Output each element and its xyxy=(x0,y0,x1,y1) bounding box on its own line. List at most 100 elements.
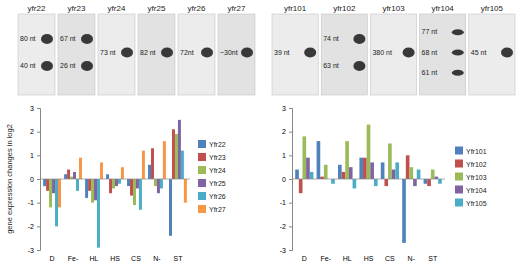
bar xyxy=(345,141,349,179)
bar xyxy=(94,179,97,200)
bar xyxy=(381,162,385,179)
bar xyxy=(58,179,61,207)
band-size-label: 73 nt xyxy=(100,49,116,56)
bar xyxy=(112,179,115,188)
x-axis: DFe-HLHSCSN-ST xyxy=(50,255,184,262)
x-tick: CS xyxy=(131,255,141,262)
band-size-label: 74 nt xyxy=(323,35,339,42)
y-tick-mark xyxy=(37,179,40,180)
blot-panel xyxy=(218,14,255,95)
blot-panel xyxy=(58,14,95,95)
blot-band xyxy=(241,48,253,58)
bar xyxy=(299,179,303,193)
bar xyxy=(178,120,181,179)
blot-label: yfr101 xyxy=(284,4,307,13)
y-tick-label: 1 xyxy=(30,152,34,159)
bar xyxy=(402,179,406,243)
y-tick-label: -2 xyxy=(28,223,34,230)
bar xyxy=(133,179,136,205)
bar xyxy=(374,179,378,186)
bar xyxy=(97,179,100,248)
bar xyxy=(331,179,335,184)
y-tick-mark xyxy=(37,203,40,204)
zero-line xyxy=(292,179,445,180)
band-size-label: 77 nt xyxy=(422,28,438,35)
blot-panel xyxy=(98,14,135,95)
legend-swatch xyxy=(198,192,206,200)
y-tick: -1 xyxy=(28,199,40,206)
blot-label: yfr22 xyxy=(28,4,46,13)
blot-band xyxy=(452,50,464,56)
bar xyxy=(85,179,88,198)
legend-swatch xyxy=(198,179,206,187)
bar xyxy=(148,165,151,179)
y-tick-mark xyxy=(289,155,292,156)
x-tick: CS xyxy=(385,255,395,262)
band-size-label: 40 nt xyxy=(20,62,36,69)
blot-panel xyxy=(321,14,367,95)
band-size-label: 380 nt xyxy=(372,49,392,56)
bar xyxy=(163,141,166,179)
x-tick: HS xyxy=(110,255,120,262)
y-tick-label: -3 xyxy=(280,247,286,254)
bar xyxy=(121,167,124,179)
bar xyxy=(130,179,133,196)
band-size-label: 63 nt xyxy=(323,62,339,69)
bar xyxy=(100,162,103,179)
bar xyxy=(91,179,94,203)
blot-band xyxy=(201,48,213,58)
bar xyxy=(431,170,435,179)
x-tick: ST xyxy=(173,255,183,262)
y-tick: 0 xyxy=(282,176,292,183)
bar xyxy=(435,177,439,179)
legend-label: Yfr103 xyxy=(466,174,487,181)
bar xyxy=(342,172,346,179)
blot-panel xyxy=(272,14,318,95)
x-tick: D xyxy=(302,255,307,262)
bar xyxy=(384,179,388,186)
y-tick-label: 1 xyxy=(282,152,286,159)
y-tick: 1 xyxy=(282,152,292,159)
y-axis-line xyxy=(37,109,41,251)
y-tick-label: -2 xyxy=(280,223,286,230)
blot-band xyxy=(81,61,93,71)
legend-swatch xyxy=(198,140,206,148)
bar xyxy=(160,179,163,188)
blot-label: yfr23 xyxy=(68,4,86,13)
bar xyxy=(427,179,431,186)
blot-panel xyxy=(138,14,175,95)
blot-band xyxy=(452,70,464,76)
y-tick: -3 xyxy=(28,247,40,254)
y-tick-mark xyxy=(289,250,292,251)
x-tick: Fe- xyxy=(320,255,331,262)
blot-band xyxy=(304,48,316,58)
chart: -3-2-10123DFe-HLHSCSN-STYfr101Yfr102Yfr1… xyxy=(280,105,487,262)
bar xyxy=(367,125,371,179)
bar xyxy=(438,179,442,184)
blot-band xyxy=(41,34,53,44)
bar xyxy=(142,151,145,179)
y-tick: 3 xyxy=(282,105,292,112)
bar xyxy=(406,155,410,179)
y-axis: -3-2-10123 xyxy=(280,105,293,254)
y-tick-mark xyxy=(37,155,40,156)
bar xyxy=(338,165,342,179)
legend-swatch xyxy=(455,173,463,181)
legend-label: Yfr22 xyxy=(209,141,226,148)
bar xyxy=(151,148,154,179)
band-size-label: 68 nt xyxy=(422,49,438,56)
bar xyxy=(392,170,396,179)
y-tick: 2 xyxy=(30,128,40,135)
blot-panel xyxy=(370,14,416,95)
bar xyxy=(413,179,417,186)
bar xyxy=(79,158,82,179)
y-tick-label: -1 xyxy=(28,199,34,206)
band-size-label: 45 nt xyxy=(471,49,487,56)
y-tick-mark xyxy=(289,108,292,109)
figure: yfr2280 nt40 ntyfr2367 nt26 ntyfr2473 nt… xyxy=(0,0,520,270)
bar xyxy=(49,179,52,207)
x-tick-label: ST xyxy=(428,255,438,262)
y-tick-mark xyxy=(289,179,292,180)
legend-label: Yfr24 xyxy=(209,167,226,174)
blot-group: yfr10139 ntyfr10274 nt63 ntyfr103380 nty… xyxy=(272,4,515,95)
